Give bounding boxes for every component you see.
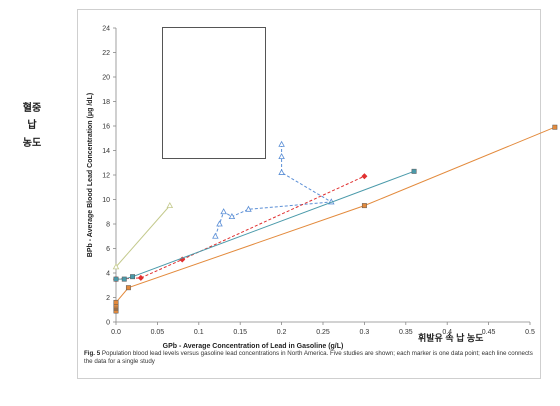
y-tick-label: 8 — [106, 222, 110, 229]
x-tick-label: 0.45 — [482, 329, 496, 336]
series-0-point — [228, 213, 236, 220]
y-tick-label: 24 — [102, 26, 110, 33]
x-tick-label: 0.4 — [442, 329, 452, 336]
side-label-1: 혈중 — [22, 103, 42, 114]
x-tick-label: 0.35 — [399, 329, 413, 336]
series-4-point — [113, 299, 119, 305]
x-tick-label: 0.0 — [111, 329, 121, 336]
annotation-label: 휘발유 속 납 농도 — [418, 333, 484, 343]
series-1-point — [166, 201, 174, 209]
y-tick-label: 14 — [102, 148, 110, 155]
series-line-0 — [214, 144, 333, 237]
series-3-point — [411, 168, 417, 174]
side-label-3: 농도 — [22, 138, 42, 149]
side-label-2: 납 — [27, 120, 37, 131]
series-2-point — [137, 274, 144, 281]
y-tick-label: 4 — [106, 271, 110, 278]
x-axis-title: GPb - Average Concentration of Lead in G… — [163, 343, 344, 350]
series-4-point — [361, 203, 367, 209]
y-tick-label: 18 — [102, 99, 110, 106]
x-tick-label: 0.15 — [233, 329, 247, 336]
series-2-point — [361, 173, 368, 180]
figure-number: Fig. 5 — [84, 350, 101, 357]
x-tick-label: 0.1 — [194, 329, 204, 336]
series-3-point — [130, 274, 136, 280]
y-tick-label: 6 — [106, 246, 110, 253]
series-0-point — [278, 152, 285, 160]
x-tick-label: 0.05 — [151, 329, 165, 336]
figure-frame — [77, 9, 541, 379]
figure-caption: Fig. 5 Population blood lead levels vers… — [84, 350, 536, 367]
y-tick-label: 16 — [102, 124, 110, 131]
series-3-point — [113, 276, 119, 282]
series-line-2 — [115, 175, 365, 280]
series-0-point — [278, 168, 285, 175]
series-4-point — [552, 124, 558, 130]
caption-text: Population blood lead levels versus gaso… — [84, 350, 533, 366]
series-0-point — [220, 208, 227, 215]
y-tick-label: 22 — [102, 50, 110, 57]
series-1-point — [112, 263, 120, 270]
series-line-1 — [115, 205, 171, 268]
y-tick-label: 0 — [106, 320, 110, 327]
y-axis-title: BPb - Average Blood Lead Concentration (… — [87, 93, 94, 257]
series-0-point — [212, 232, 219, 239]
y-tick-label: 2 — [106, 295, 110, 302]
y-tick-label: 12 — [102, 173, 110, 180]
y-tick-label: 20 — [102, 75, 110, 82]
x-tick-label: 0.5 — [525, 329, 535, 336]
series-3-point — [121, 276, 127, 282]
y-tick-label: 10 — [102, 197, 110, 204]
series-0-point — [245, 205, 252, 212]
x-tick-label: 0.25 — [316, 329, 330, 336]
legend — [162, 27, 266, 159]
series-4-point — [125, 285, 131, 291]
series-0-point — [278, 140, 285, 147]
x-tick-label: 0.2 — [277, 329, 287, 336]
series-line-3 — [116, 170, 415, 280]
series-0-point — [216, 220, 223, 227]
x-tick-label: 0.3 — [360, 329, 370, 336]
